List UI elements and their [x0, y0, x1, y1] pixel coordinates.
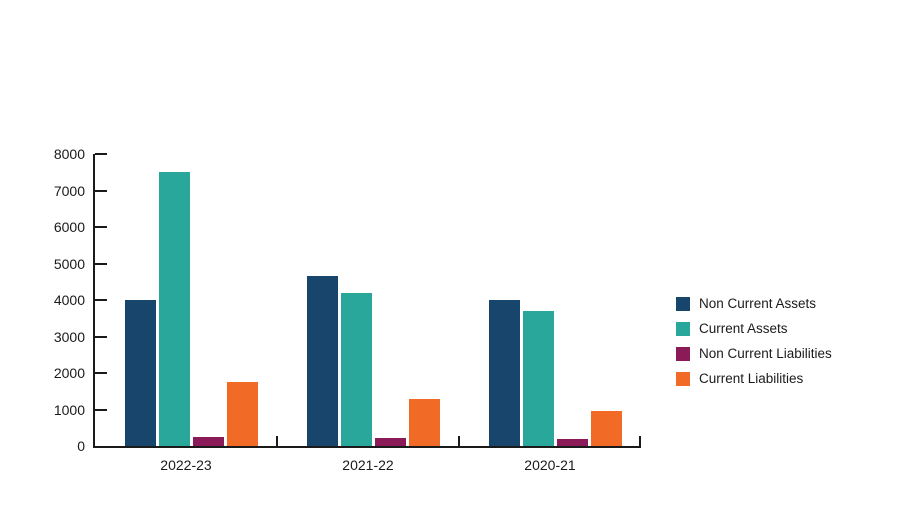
x-axis-label-2021-22: 2021-22 — [342, 457, 394, 473]
x-tick-mark — [276, 436, 278, 446]
bar-current-assets-2020-21 — [523, 310, 554, 446]
legend-item-current-assets: Current Assets — [676, 321, 832, 336]
y-tick-label: 5000 — [53, 255, 85, 272]
bar-current-liabilities-2022-23 — [227, 382, 258, 446]
bar-non-current-liabilities-2021-22 — [375, 437, 406, 446]
legend-item-current-liabilities: Current Liabilities — [676, 371, 832, 386]
bar-current-assets-2021-22 — [341, 292, 372, 446]
x-tick-mark — [458, 436, 460, 446]
legend-swatch-icon — [676, 346, 690, 361]
legend-label: Current Assets — [699, 321, 788, 336]
legend-label: Non Current Assets — [699, 296, 817, 311]
y-tick-mark — [95, 372, 107, 374]
plot-area — [93, 153, 641, 448]
y-tick-label: 2000 — [53, 365, 85, 381]
legend-label: Non Current Liabilities — [699, 346, 832, 361]
y-tick-mark — [95, 189, 107, 192]
legend-label: Current Liabilities — [699, 371, 804, 386]
y-tick-mark — [95, 408, 107, 411]
y-tick-label: 1000 — [53, 401, 85, 418]
x-axis-label-2020-21: 2020-21 — [524, 457, 576, 473]
legend-swatch-icon — [676, 321, 690, 336]
y-tick-mark — [95, 226, 107, 228]
bar-current-assets-2022-23 — [159, 172, 190, 446]
bar-non-current-assets-2020-21 — [489, 300, 520, 446]
legend-swatch-icon — [676, 371, 690, 386]
bar-current-liabilities-2021-22 — [409, 398, 440, 446]
y-tick-label: 3000 — [53, 328, 85, 345]
x-tick-mark — [639, 436, 641, 446]
y-tick-label: 0 — [77, 438, 85, 454]
y-tick-label: 6000 — [53, 219, 85, 235]
bar-non-current-liabilities-2020-21 — [557, 439, 588, 446]
y-tick-label: 7000 — [53, 182, 85, 199]
y-tick-mark — [95, 335, 107, 338]
y-tick-label: 4000 — [53, 292, 85, 308]
bar-non-current-assets-2021-22 — [307, 276, 338, 446]
bar-non-current-liabilities-2022-23 — [193, 436, 224, 446]
x-axis-label-2022-23: 2022-23 — [160, 457, 212, 473]
legend-item-non-current-assets: Non Current Assets — [676, 296, 832, 311]
y-tick-mark — [95, 262, 107, 265]
bar-current-liabilities-2020-21 — [591, 411, 622, 446]
bar-non-current-assets-2022-23 — [125, 300, 156, 446]
y-tick-mark — [95, 153, 107, 155]
legend: Non Current Assets Current Assets Non Curr… — [676, 296, 832, 396]
legend-item-non-current-liabilities: Non Current Liabilities — [676, 346, 832, 361]
legend-swatch-icon — [676, 296, 690, 311]
y-tick-mark — [95, 299, 107, 301]
y-tick-label: 8000 — [53, 146, 85, 162]
